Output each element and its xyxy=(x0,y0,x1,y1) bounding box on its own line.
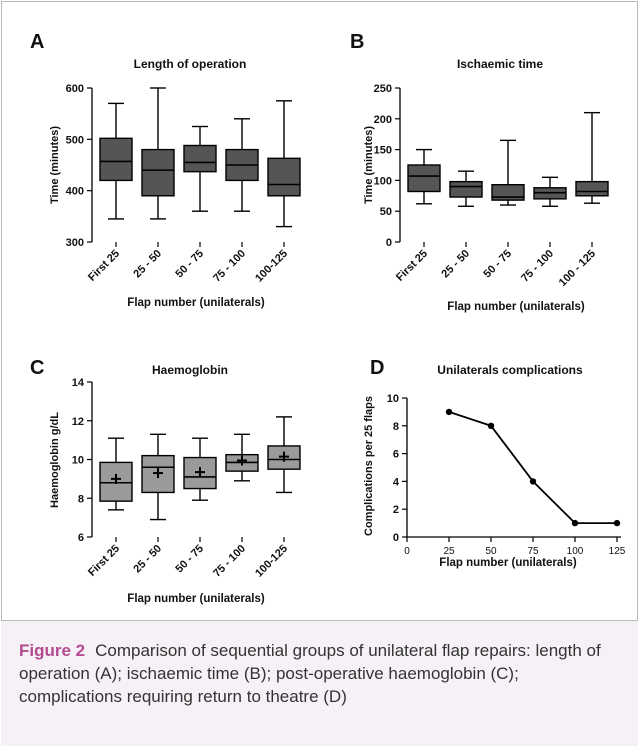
x-tick-label: First 25 xyxy=(86,543,122,579)
y-tick-label: 250 xyxy=(374,83,392,95)
box-2 xyxy=(141,87,175,220)
y-tick-label: 4 xyxy=(393,476,400,488)
chart-panel-b: B Ischaemic time Flap number (unilaterals)… xyxy=(350,31,609,313)
data-point xyxy=(571,519,579,527)
y-axis-label: Time (minutes) xyxy=(363,126,375,204)
box-iqr xyxy=(99,461,133,502)
figure-caption: Figure 2 Comparison of sequential groups … xyxy=(19,639,619,708)
box-4 xyxy=(225,118,259,212)
box-5 xyxy=(267,100,301,228)
box-1 xyxy=(99,437,133,511)
box-4 xyxy=(533,176,567,207)
caption-area: Figure 2 Comparison of sequential groups … xyxy=(1,620,638,746)
panel-letter: C xyxy=(30,357,44,379)
y-tick-label: 100 xyxy=(374,175,392,187)
x-tick-label: 75 - 100 xyxy=(519,248,556,285)
chart-title: Haemoglobin xyxy=(152,363,228,377)
y-tick-label: 200 xyxy=(374,114,392,126)
x-tick-label: 100-125 xyxy=(253,248,290,285)
y-axis-label: Complications per 25 flaps xyxy=(363,396,375,536)
x-tick-label: 50 - 75 xyxy=(173,248,206,281)
caption-text: Comparison of sequential groups of unila… xyxy=(19,641,601,706)
x-axis-label: Flap number (unilaterals) xyxy=(127,297,265,309)
chart-panel-d: D Unilaterals complications Flap number (u… xyxy=(363,357,626,569)
panel-letter: B xyxy=(350,31,364,53)
y-tick-label: 600 xyxy=(66,83,84,95)
x-tick-label: 50 - 75 xyxy=(481,248,514,281)
chart-title: Length of operation xyxy=(134,57,247,71)
y-tick-label: 8 xyxy=(393,421,399,433)
x-tick-label: 75 - 100 xyxy=(211,248,248,285)
y-tick-label: 150 xyxy=(374,145,392,157)
y-tick-label: 10 xyxy=(387,393,399,405)
box-4 xyxy=(225,433,259,482)
box-3 xyxy=(183,125,217,212)
box-iqr xyxy=(449,180,483,198)
x-tick-label: 100 - 125 xyxy=(557,248,598,289)
x-tick-label: 50 xyxy=(485,546,497,557)
box-5 xyxy=(575,111,609,204)
box-1 xyxy=(407,148,441,205)
box-3 xyxy=(491,139,525,206)
series-line xyxy=(448,411,617,524)
x-axis-label: Flap number (unilaterals) xyxy=(127,593,265,605)
data-point xyxy=(529,478,537,485)
x-tick-label: 50 - 75 xyxy=(173,543,206,576)
box-iqr xyxy=(575,180,609,197)
chart-panel-a: A Length of operation Flap number (unilate… xyxy=(30,31,301,309)
y-tick-label: 300 xyxy=(66,237,84,249)
figure-charts: A Length of operation Flap number (unilate… xyxy=(30,31,626,605)
x-tick-label: 100-125 xyxy=(253,543,290,580)
x-tick-label: 25 - 50 xyxy=(439,248,472,281)
x-tick-label: 0 xyxy=(404,546,410,557)
x-axis-label: Flap number (unilaterals) xyxy=(447,301,585,313)
y-tick-label: 0 xyxy=(393,532,399,544)
chart-panel-c: C Haemoglobin Flap number (unilaterals) Hae… xyxy=(30,357,301,605)
x-tick-label: 25 - 50 xyxy=(131,543,164,576)
x-tick-label: 25 xyxy=(443,546,455,557)
data-point xyxy=(613,519,621,527)
y-tick-label: 10 xyxy=(72,455,84,467)
x-axis-label: Flap number (unilaterals) xyxy=(439,557,577,569)
y-tick-label: 0 xyxy=(386,237,392,249)
x-tick-label: 125 xyxy=(609,546,626,557)
data-point xyxy=(445,408,453,416)
x-tick-label: First 25 xyxy=(86,248,122,284)
chart-title: Unilaterals complications xyxy=(437,363,583,377)
y-axis-label: Haemoglobin g/dL xyxy=(49,412,61,508)
box-5 xyxy=(267,416,301,494)
box-2 xyxy=(141,433,175,521)
y-tick-label: 6 xyxy=(393,449,399,461)
y-tick-label: 8 xyxy=(78,493,84,505)
x-tick-label: 25 - 50 xyxy=(131,248,164,281)
y-tick-label: 12 xyxy=(72,416,84,428)
y-axis-label: Time (minutes) xyxy=(49,126,61,204)
y-tick-label: 400 xyxy=(66,186,84,198)
data-point xyxy=(487,422,495,429)
chart-title: Ischaemic time xyxy=(457,57,543,71)
box-iqr xyxy=(141,148,175,197)
x-tick-label: First 25 xyxy=(394,248,430,284)
box-iqr xyxy=(407,164,441,193)
box-iqr xyxy=(267,157,301,197)
x-tick-label: 75 - 100 xyxy=(211,543,248,580)
box-1 xyxy=(99,102,133,220)
x-tick-label: 100 xyxy=(567,546,584,557)
caption-label: Figure 2 xyxy=(19,641,86,660)
y-tick-label: 6 xyxy=(78,532,84,544)
y-tick-label: 500 xyxy=(66,134,84,146)
box-iqr xyxy=(99,137,133,182)
y-tick-label: 14 xyxy=(72,377,85,389)
panel-letter: A xyxy=(30,31,44,53)
y-tick-label: 50 xyxy=(380,206,392,218)
y-tick-label: 2 xyxy=(393,504,399,516)
box-iqr xyxy=(183,144,217,173)
box-3 xyxy=(183,437,217,501)
box-2 xyxy=(449,170,483,207)
panel-letter: D xyxy=(370,357,384,379)
x-tick-label: 75 xyxy=(527,546,539,557)
